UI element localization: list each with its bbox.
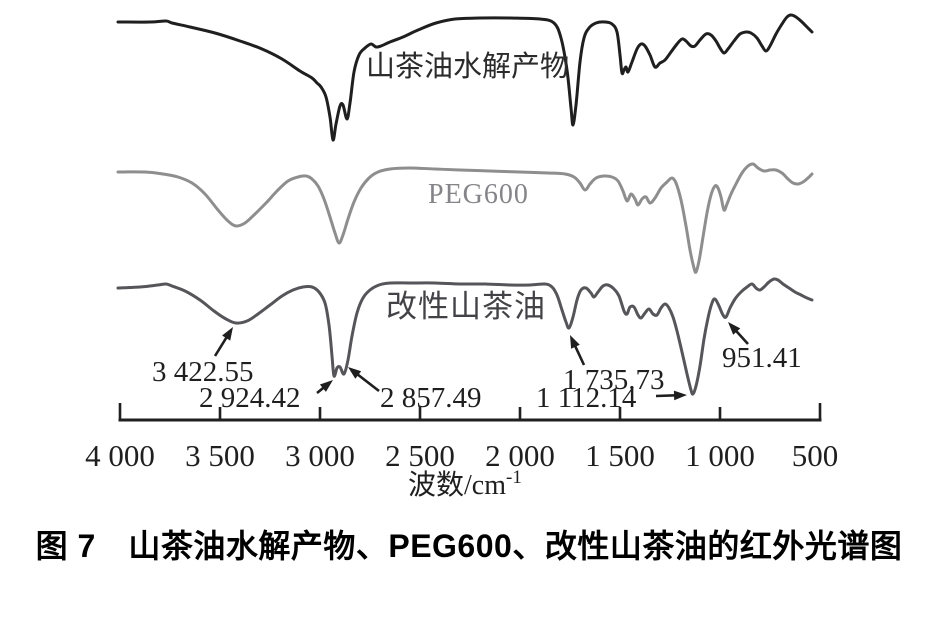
spectrum-curve-modified-oil [116,277,814,396]
peak-arrow-head [319,380,333,392]
peak-arrow-line [213,335,229,357]
x-axis-tick-label: 3 500 [185,438,255,473]
peak-arrow-line [355,372,380,393]
peak-arrow-head [348,367,362,379]
x-axis-tick-label: 1 000 [685,438,755,473]
curve-label: 山茶油水解产物 [366,50,569,83]
curve-label: 改性山茶油 [386,289,546,324]
x-axis-tick-label: 2 000 [485,438,555,473]
peak-label: 1 735.73 [563,364,665,396]
peak-arrow-head [673,390,687,401]
x-axis-tick-label: 3 000 [285,438,355,473]
peak-arrow-line [573,344,586,366]
peak-label: 2 857.49 [380,382,482,414]
peak-arrow-line [655,394,677,398]
figure-caption: 图 7 山茶油水解产物、PEG600、改性山茶油的红外光谱图 [35,528,903,564]
peak-label: 2 924.42 [199,382,301,414]
x-axis-tick-label: 2 500 [385,438,455,473]
peak-arrow-line [734,329,749,345]
spectrum-curve-peg600 [116,162,814,274]
peak-arrow-head [570,335,580,349]
x-axis-title: 波数/cm-1 [408,467,522,501]
peak-arrow-head [728,322,741,335]
peak-label: 951.41 [722,342,802,374]
peak-label: 1 112.14 [536,382,637,414]
x-axis-tick-label: 1 500 [585,438,655,473]
spectrum-curve-hydrolysate [116,13,814,142]
peak-label: 3 422.55 [152,356,254,388]
x-axis-tick-label: 4 000 [85,438,155,473]
curve-label: PEG600 [428,179,529,210]
x-axis-tick-label: 500 [792,438,839,473]
spectra-plot: 山茶油水解产物 PEG600 改性山茶油 4 000 3 500 3 000 2 500 2 … [85,13,839,501]
peak-arrow-head [222,327,233,341]
